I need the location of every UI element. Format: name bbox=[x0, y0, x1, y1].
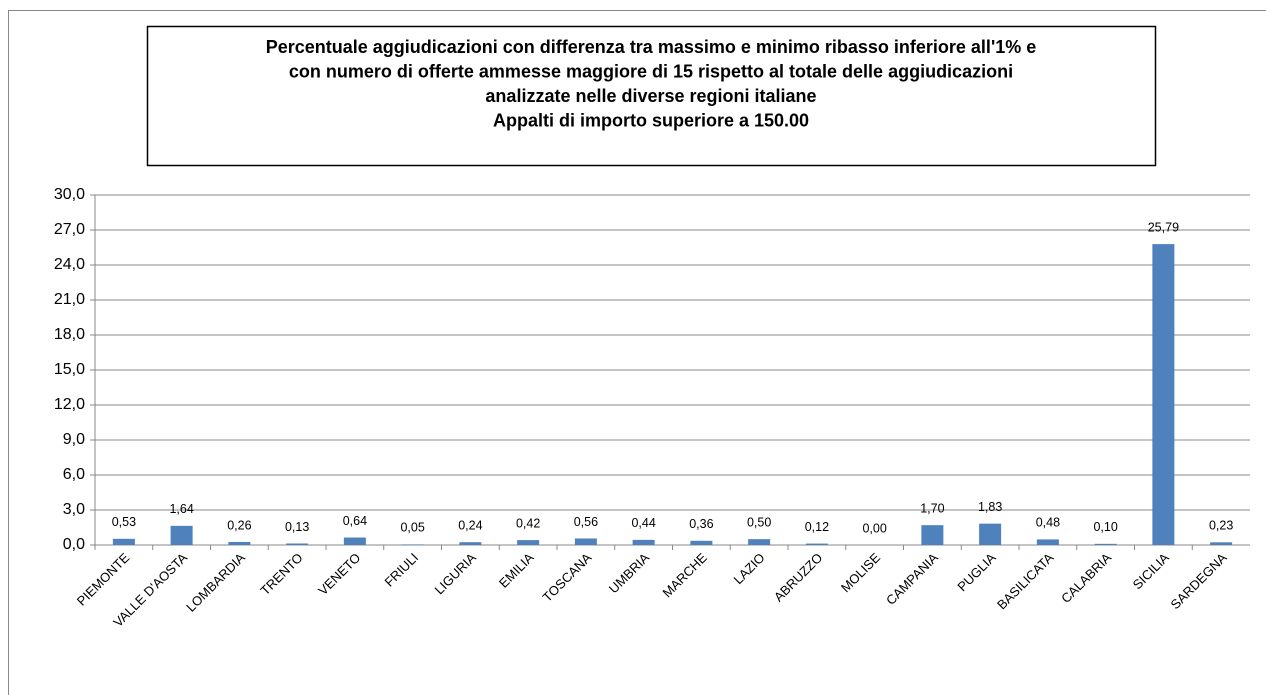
value-label: 0,23 bbox=[1209, 519, 1233, 533]
bar bbox=[1210, 542, 1233, 545]
x-tick-label: ABRUZZO bbox=[771, 550, 826, 605]
chart-title: con numero di offerte ammesse maggiore d… bbox=[289, 61, 1013, 81]
x-tick-label: MARCHE bbox=[659, 550, 710, 601]
x-tick-label: TOSCANA bbox=[540, 550, 595, 605]
x-tick-label: CALABRIA bbox=[1058, 550, 1114, 606]
value-label: 0,44 bbox=[631, 516, 655, 530]
x-tick-label: VENETO bbox=[315, 550, 363, 598]
chart-title: analizzate nelle diverse regioni italian… bbox=[485, 86, 816, 106]
value-label: 1,83 bbox=[978, 500, 1002, 514]
x-tick-label: CAMPANIA bbox=[883, 550, 941, 608]
value-label: 0,50 bbox=[747, 515, 771, 529]
value-label: 0,05 bbox=[400, 521, 424, 535]
y-tick-label: 15,0 bbox=[54, 361, 85, 378]
bar bbox=[690, 540, 713, 545]
bar bbox=[1036, 539, 1059, 545]
value-label: 0,24 bbox=[458, 518, 482, 532]
bar bbox=[401, 544, 424, 545]
bar bbox=[632, 539, 655, 545]
x-tick-label: EMILIA bbox=[496, 550, 537, 591]
x-tick-label: SICILIA bbox=[1130, 550, 1173, 593]
chart-title: Appalti di importo superiore a 150.00 bbox=[493, 110, 809, 130]
y-tick-label: 0,0 bbox=[63, 536, 85, 553]
value-label: 0,64 bbox=[343, 514, 367, 528]
y-tick-label: 12,0 bbox=[54, 396, 85, 413]
bar bbox=[979, 523, 1002, 545]
y-tick-label: 27,0 bbox=[54, 221, 85, 238]
bar bbox=[574, 538, 597, 545]
bar bbox=[228, 541, 251, 545]
bar bbox=[921, 525, 944, 545]
bar bbox=[112, 538, 135, 545]
x-tick-label: SARDEGNA bbox=[1167, 550, 1229, 612]
x-tick-label: LIGURIA bbox=[432, 550, 480, 598]
value-label: 0,10 bbox=[1093, 520, 1117, 534]
value-label: 0,00 bbox=[862, 521, 886, 535]
bar bbox=[170, 525, 193, 545]
chart-title: Percentuale aggiudicazioni con differenz… bbox=[266, 37, 1037, 57]
x-tick-label: LAZIO bbox=[730, 550, 767, 587]
value-label: 1,64 bbox=[169, 502, 193, 516]
value-label: 1,70 bbox=[920, 501, 944, 515]
value-label: 0,56 bbox=[574, 515, 598, 529]
value-label: 0,26 bbox=[227, 518, 251, 532]
y-tick-label: 30,0 bbox=[54, 186, 85, 203]
bar bbox=[459, 542, 482, 545]
y-tick-label: 6,0 bbox=[63, 466, 85, 483]
x-tick-label: BASILICATA bbox=[994, 550, 1057, 613]
value-label: 0,13 bbox=[285, 520, 309, 534]
bar bbox=[1094, 543, 1117, 545]
bar bbox=[343, 537, 366, 545]
y-tick-label: 21,0 bbox=[54, 291, 85, 308]
x-tick-label: FRIULI bbox=[381, 550, 421, 590]
x-tick-label: LOMBARDIA bbox=[183, 550, 248, 615]
bar bbox=[286, 543, 309, 545]
x-tick-label: UMBRIA bbox=[606, 550, 653, 597]
value-label: 0,53 bbox=[112, 515, 136, 529]
value-label: 0,48 bbox=[1036, 516, 1060, 530]
bar bbox=[748, 539, 771, 545]
y-tick-label: 3,0 bbox=[63, 501, 85, 518]
y-tick-label: 9,0 bbox=[63, 431, 85, 448]
chart-frame bbox=[8, 10, 1266, 695]
title-box bbox=[146, 25, 1157, 167]
bar bbox=[805, 543, 828, 545]
value-label: 25,79 bbox=[1148, 220, 1179, 234]
bar bbox=[1152, 244, 1175, 545]
y-tick-label: 24,0 bbox=[54, 256, 85, 273]
value-label: 0,42 bbox=[516, 516, 540, 530]
y-tick-label: 18,0 bbox=[54, 326, 85, 343]
x-tick-label: MOLISE bbox=[838, 550, 884, 596]
value-label: 0,36 bbox=[689, 517, 713, 531]
x-tick-label: PIEMONTE bbox=[74, 550, 133, 609]
x-tick-label: TRENTO bbox=[257, 550, 305, 598]
value-label: 0,12 bbox=[805, 520, 829, 534]
bar bbox=[517, 540, 540, 545]
x-tick-label: PUGLIA bbox=[954, 550, 999, 595]
